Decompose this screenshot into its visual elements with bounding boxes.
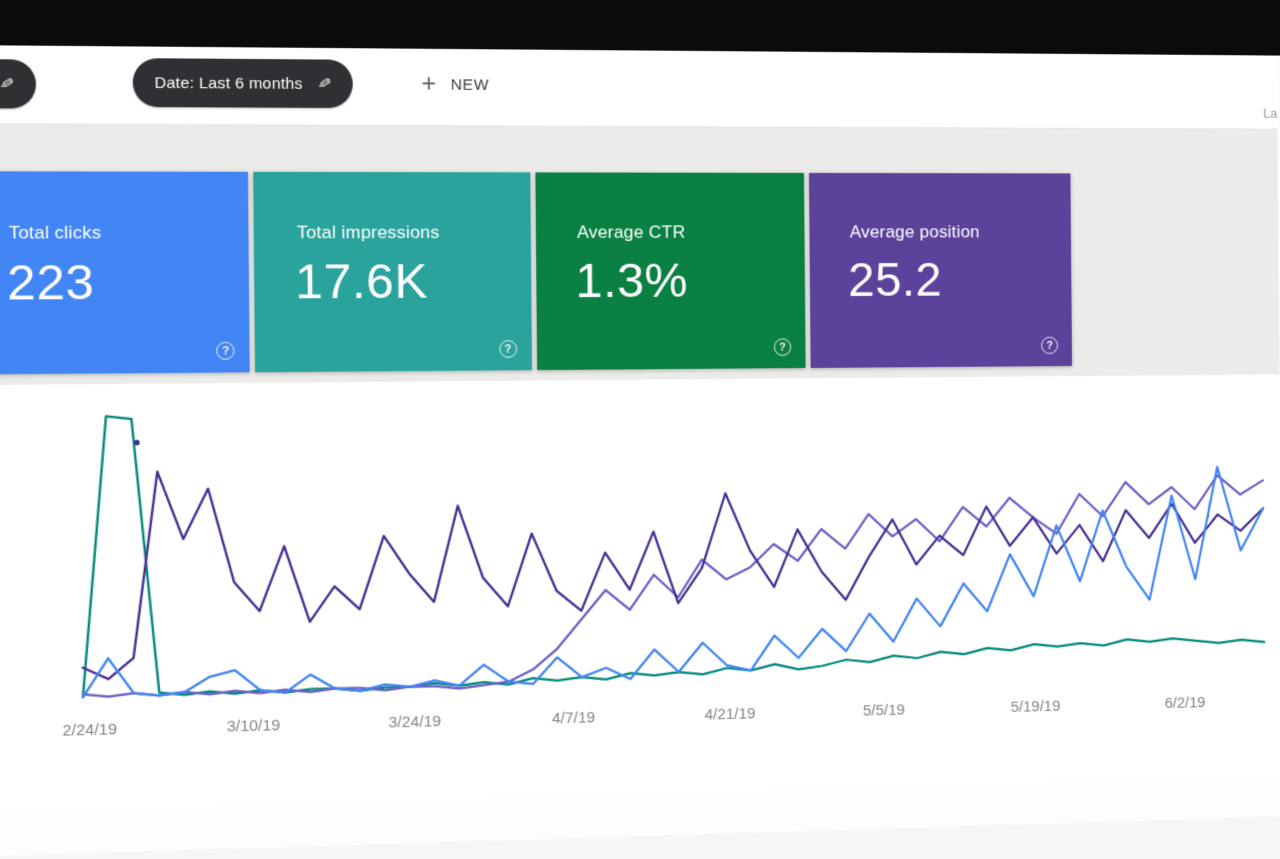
metric-value: 17.6K [294, 252, 429, 309]
x-axis-label: 4/21/19 [704, 706, 756, 724]
filter-chip-search-type[interactable]: type: Web ✎ [0, 58, 37, 109]
x-axis-label: 3/24/19 [388, 713, 441, 731]
help-icon[interactable]: ? [773, 338, 792, 356]
metric-value: 25.2 [847, 251, 943, 307]
metric-value: 1.3% [575, 252, 689, 308]
x-axis-label: 6/2/19 [1165, 695, 1206, 712]
filter-toolbar: type: Web ✎ Date: Last 6 months ✎ + NEW [0, 45, 1278, 130]
x-axis-label: 3/10/19 [227, 717, 281, 735]
x-axis-label: 5/5/19 [863, 702, 905, 720]
chart-point-marker [134, 439, 140, 446]
metric-label: Total impressions [296, 222, 440, 243]
metric-label: Total clicks [8, 222, 102, 243]
edit-pencil-icon[interactable]: ✎ [0, 74, 16, 95]
x-axis-label: 2/24/19 [62, 721, 117, 740]
new-filter-label: NEW [450, 75, 490, 94]
metric-card-total-clicks[interactable]: Total clicks 223 ? [0, 171, 250, 375]
x-axis-label: 5/19/19 [1011, 698, 1061, 716]
metric-value: 223 [6, 253, 95, 311]
chart-line-ctr [80, 405, 1264, 697]
truncated-right-text: La [1263, 105, 1278, 121]
performance-chart-panel: 2/24/19 3/10/19 3/24/19 4/7/19 4/21/19 5/5/19… [0, 374, 1280, 815]
x-axis-label: 4/7/19 [552, 709, 596, 727]
metric-label: Average position [849, 222, 980, 242]
filter-chip-label: Date: Last 6 months [154, 73, 303, 93]
performance-line-chart: 2/24/19 3/10/19 3/24/19 4/7/19 4/21/19 5/5/19… [62, 382, 1280, 740]
metric-card-average-position[interactable]: Average position 25.2 ? [808, 172, 1073, 368]
chart-line-impressions [81, 458, 1264, 680]
metric-card-average-ctr[interactable]: Average CTR 1.3% ? [534, 172, 806, 371]
metric-cards-row: Total clicks 223 ? Total impressions 17.… [0, 171, 1073, 375]
search-console-performance-page: type: Web ✎ Date: Last 6 months ✎ + NEW … [0, 0, 1280, 815]
help-icon[interactable]: ? [498, 340, 517, 358]
edit-pencil-icon[interactable]: ✎ [316, 74, 333, 95]
metric-label: Average CTR [576, 222, 686, 243]
plus-icon: + [421, 69, 437, 99]
new-filter-button[interactable]: + NEW [421, 69, 490, 99]
metric-card-total-impressions[interactable]: Total impressions 17.6K ? [253, 171, 532, 373]
filter-chip-date-range[interactable]: Date: Last 6 months ✎ [132, 58, 353, 109]
help-icon[interactable]: ? [1041, 336, 1059, 355]
help-icon[interactable]: ? [216, 341, 235, 360]
